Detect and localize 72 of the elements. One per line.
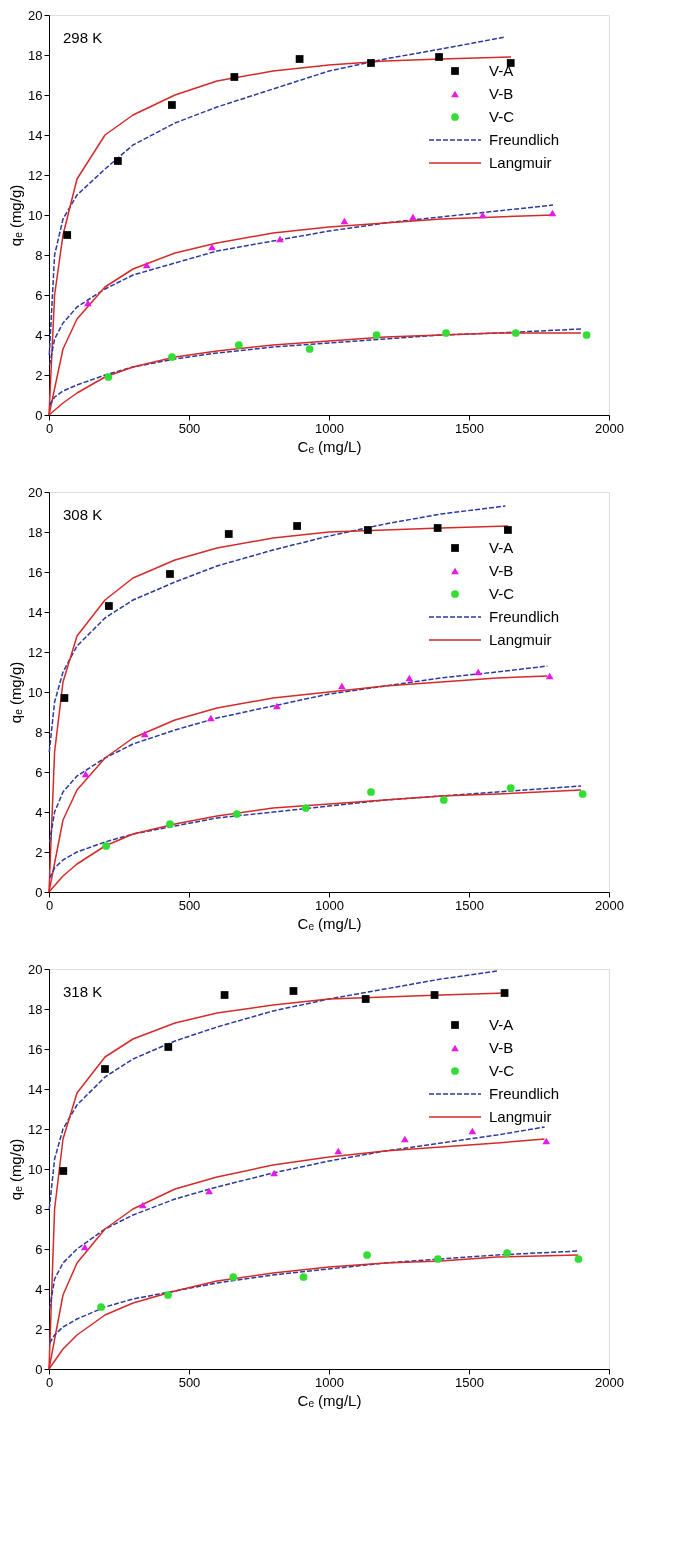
legend-label: Freundlich <box>489 608 560 625</box>
annotation: 298 K <box>63 29 103 46</box>
x-tick-label: 2000 <box>595 1374 624 1390</box>
x-tick-label: 500 <box>178 897 201 913</box>
legend-label: Freundlich <box>489 1085 560 1102</box>
y-tick-label: 18 <box>28 1001 43 1017</box>
y-tick-label: 16 <box>28 1041 43 1057</box>
legend-label: Freundlich <box>489 131 560 148</box>
y-tick-label: 14 <box>28 1081 43 1097</box>
x-tick-label: 1000 <box>315 897 344 913</box>
y-tick-label: 10 <box>28 684 43 700</box>
y-tick-label: 16 <box>28 564 43 580</box>
y-tick-label: 8 <box>35 1201 43 1217</box>
y-tick-label: 12 <box>28 167 43 183</box>
y-tick-label: 18 <box>28 47 43 63</box>
y-tick-label: 4 <box>35 327 43 343</box>
legend-label: V-C <box>489 108 515 125</box>
y-axis-title: qₑ (mg/g) <box>7 184 25 247</box>
y-tick-label: 8 <box>35 724 43 740</box>
x-tick-label: 2000 <box>595 420 624 436</box>
x-tick-label: 500 <box>178 1374 201 1390</box>
y-tick-label: 14 <box>28 604 43 620</box>
x-tick-label: 2000 <box>595 897 624 913</box>
legend-label: V-B <box>489 562 514 579</box>
x-axis-title: Cₑ (mg/L) <box>297 437 362 455</box>
y-tick-label: 2 <box>35 1321 43 1337</box>
y-tick-label: 2 <box>35 844 43 860</box>
y-axis-title: qₑ (mg/g) <box>7 1138 25 1201</box>
legend-label: V-B <box>489 1039 514 1056</box>
x-tick-label: 1000 <box>315 420 344 436</box>
x-tick-label: 0 <box>45 420 54 436</box>
legend-label: V-A <box>489 539 514 556</box>
y-tick-label: 0 <box>35 884 43 900</box>
y-tick-label: 12 <box>28 644 43 660</box>
legend-label: Langmuir <box>489 631 552 648</box>
y-tick-label: 6 <box>35 764 43 780</box>
y-tick-label: 2 <box>35 367 43 383</box>
y-tick-label: 20 <box>28 484 43 500</box>
y-tick-label: 20 <box>28 961 43 977</box>
x-tick-label: 1500 <box>455 897 484 913</box>
y-tick-label: 0 <box>35 407 43 423</box>
y-tick-label: 18 <box>28 524 43 540</box>
y-tick-label: 4 <box>35 804 43 820</box>
legend-label: V-A <box>489 1016 514 1033</box>
y-tick-label: 20 <box>28 7 43 23</box>
legend-label: Langmuir <box>489 1108 552 1125</box>
legend-label: V-C <box>489 1062 515 1079</box>
annotation: 308 K <box>63 506 103 523</box>
legend-label: V-C <box>489 585 515 602</box>
x-axis-title: Cₑ (mg/L) <box>297 914 362 932</box>
y-tick-label: 10 <box>28 207 43 223</box>
x-tick-label: 1500 <box>455 1374 484 1390</box>
y-tick-label: 12 <box>28 1121 43 1137</box>
y-tick-label: 6 <box>35 1241 43 1257</box>
x-tick-label: 500 <box>178 420 201 436</box>
x-axis-title: Cₑ (mg/L) <box>297 1391 362 1409</box>
legend-label: V-B <box>489 85 514 102</box>
y-tick-label: 16 <box>28 87 43 103</box>
y-tick-label: 8 <box>35 247 43 263</box>
y-tick-label: 14 <box>28 127 43 143</box>
x-tick-label: 1000 <box>315 1374 344 1390</box>
y-tick-label: 0 <box>35 1361 43 1377</box>
x-tick-label: 0 <box>45 1374 54 1390</box>
x-tick-label: 1500 <box>455 420 484 436</box>
annotation: 318 K <box>63 983 103 1000</box>
y-axis-title: qₑ (mg/g) <box>7 661 25 724</box>
legend-label: V-A <box>489 62 514 79</box>
legend-label: Langmuir <box>489 154 552 171</box>
y-tick-label: 6 <box>35 287 43 303</box>
y-tick-label: 10 <box>28 1161 43 1177</box>
y-tick-label: 4 <box>35 1281 43 1297</box>
x-tick-label: 0 <box>45 897 54 913</box>
